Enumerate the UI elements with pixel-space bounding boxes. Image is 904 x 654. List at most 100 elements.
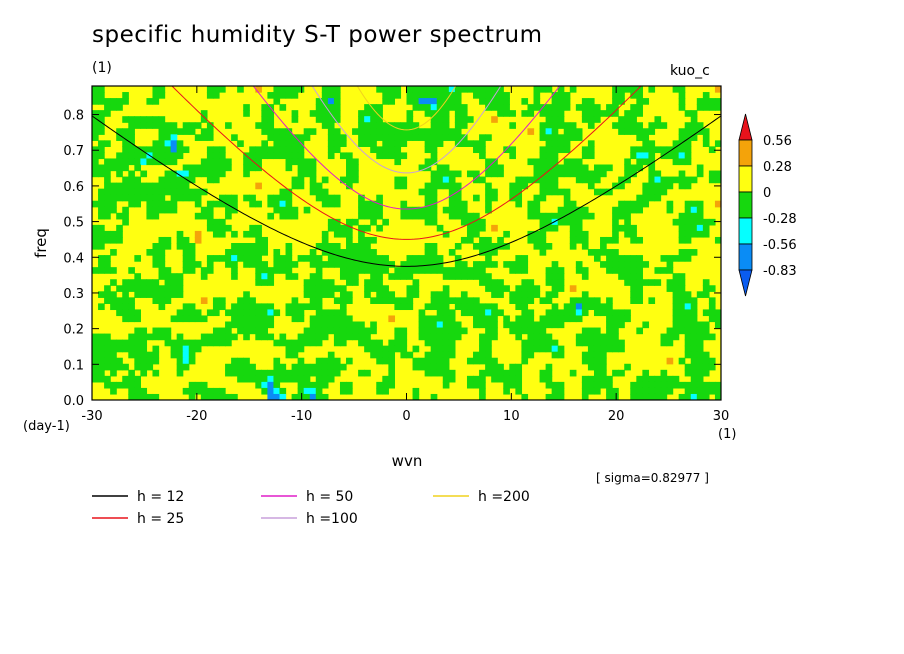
heat-cell (333, 116, 341, 123)
heat-cell (104, 333, 111, 341)
heat-cell (134, 285, 141, 292)
heat-cell (593, 104, 601, 111)
heat-cell (618, 261, 625, 268)
heat-cell (182, 345, 190, 353)
heat-cell (146, 357, 154, 365)
heat-cell (352, 273, 359, 280)
heat-cell (327, 309, 335, 317)
heat-cell (158, 194, 166, 202)
heat-cell (146, 188, 154, 196)
heat-cell (206, 387, 214, 395)
heat-cell (140, 116, 148, 123)
heat-cell (382, 92, 389, 99)
heat-cell (430, 255, 438, 262)
heat-cell (412, 86, 420, 93)
heat-cell (515, 303, 523, 311)
heat-cell (551, 134, 559, 141)
heat-cell (158, 86, 166, 93)
heat-cell (297, 255, 305, 262)
heat-cell (321, 381, 329, 389)
heat-cell (122, 176, 129, 184)
heat-cell (587, 140, 595, 147)
heat-cell (666, 152, 674, 160)
heat-cell (466, 224, 474, 232)
heat-cell (212, 92, 220, 99)
heat-cell (630, 285, 637, 292)
heat-cell (176, 309, 184, 317)
heat-cell (176, 345, 184, 353)
heat-cell (122, 152, 129, 160)
heat-cell (430, 357, 438, 365)
heat-cell (376, 146, 383, 154)
heat-cell (152, 345, 160, 353)
heat-cell (346, 236, 353, 244)
heat-cell (364, 249, 371, 256)
heat-cell (122, 309, 129, 317)
heat-cell (339, 230, 347, 238)
heat-cell (297, 86, 305, 93)
heat-cell (684, 146, 692, 154)
heat-cell (624, 170, 631, 178)
heat-cell (515, 182, 523, 190)
heat-cell (600, 164, 607, 172)
heat-cell (479, 140, 486, 147)
heat-cell (128, 345, 135, 353)
heat-cell (430, 86, 438, 93)
heat-cell (164, 291, 172, 298)
heat-cell (152, 152, 160, 160)
heat-cell (533, 164, 541, 172)
heat-cell (134, 357, 141, 365)
heat-cell (479, 339, 486, 347)
heat-cell (194, 194, 202, 202)
heat-cell (684, 249, 692, 256)
heat-cell (116, 285, 123, 292)
heat-cell (243, 255, 250, 262)
heat-cell (696, 339, 704, 347)
heat-cell (358, 134, 365, 141)
heat-cell (194, 134, 202, 141)
heat-cell (333, 369, 341, 377)
heat-cell (436, 176, 444, 184)
heat-cell (551, 212, 559, 220)
heat-cell (327, 110, 335, 117)
heat-cell (624, 122, 631, 129)
heat-cell (672, 297, 680, 304)
heat-cell (237, 357, 244, 365)
heat-cell (521, 255, 529, 262)
heat-cell (515, 369, 523, 377)
heat-cell (170, 194, 178, 202)
heat-cell (128, 122, 135, 129)
heat-cell (255, 315, 262, 323)
heat-cell (636, 200, 643, 208)
heat-cell (575, 134, 583, 141)
heat-cell (624, 176, 631, 184)
heat-cell (690, 134, 698, 141)
heat-cell (557, 164, 565, 172)
heat-cell (388, 140, 396, 147)
heat-cell (249, 363, 256, 371)
heat-cell (176, 333, 184, 341)
heat-cell (485, 357, 492, 365)
heat-cell (279, 146, 287, 154)
heat-cell (231, 273, 238, 280)
heat-cell (557, 134, 565, 141)
heat-cell (315, 309, 323, 317)
heat-cell (708, 146, 716, 154)
heat-cell (581, 375, 589, 383)
heat-cell (134, 182, 141, 190)
heat-cell (612, 206, 619, 214)
heat-cell (714, 98, 721, 105)
heat-cell (497, 285, 504, 292)
heat-cell (128, 134, 135, 141)
heat-cell (382, 218, 389, 226)
x-tick-label: 20 (608, 409, 625, 424)
heat-cell (279, 393, 287, 400)
heat-cell (158, 273, 166, 280)
heat-cell (104, 351, 111, 359)
heat-cell (346, 321, 353, 329)
heat-cell (587, 351, 595, 359)
heat-cell (382, 86, 389, 93)
heat-cell (339, 152, 347, 160)
heat-cell (418, 92, 426, 99)
heat-cell (249, 369, 256, 377)
